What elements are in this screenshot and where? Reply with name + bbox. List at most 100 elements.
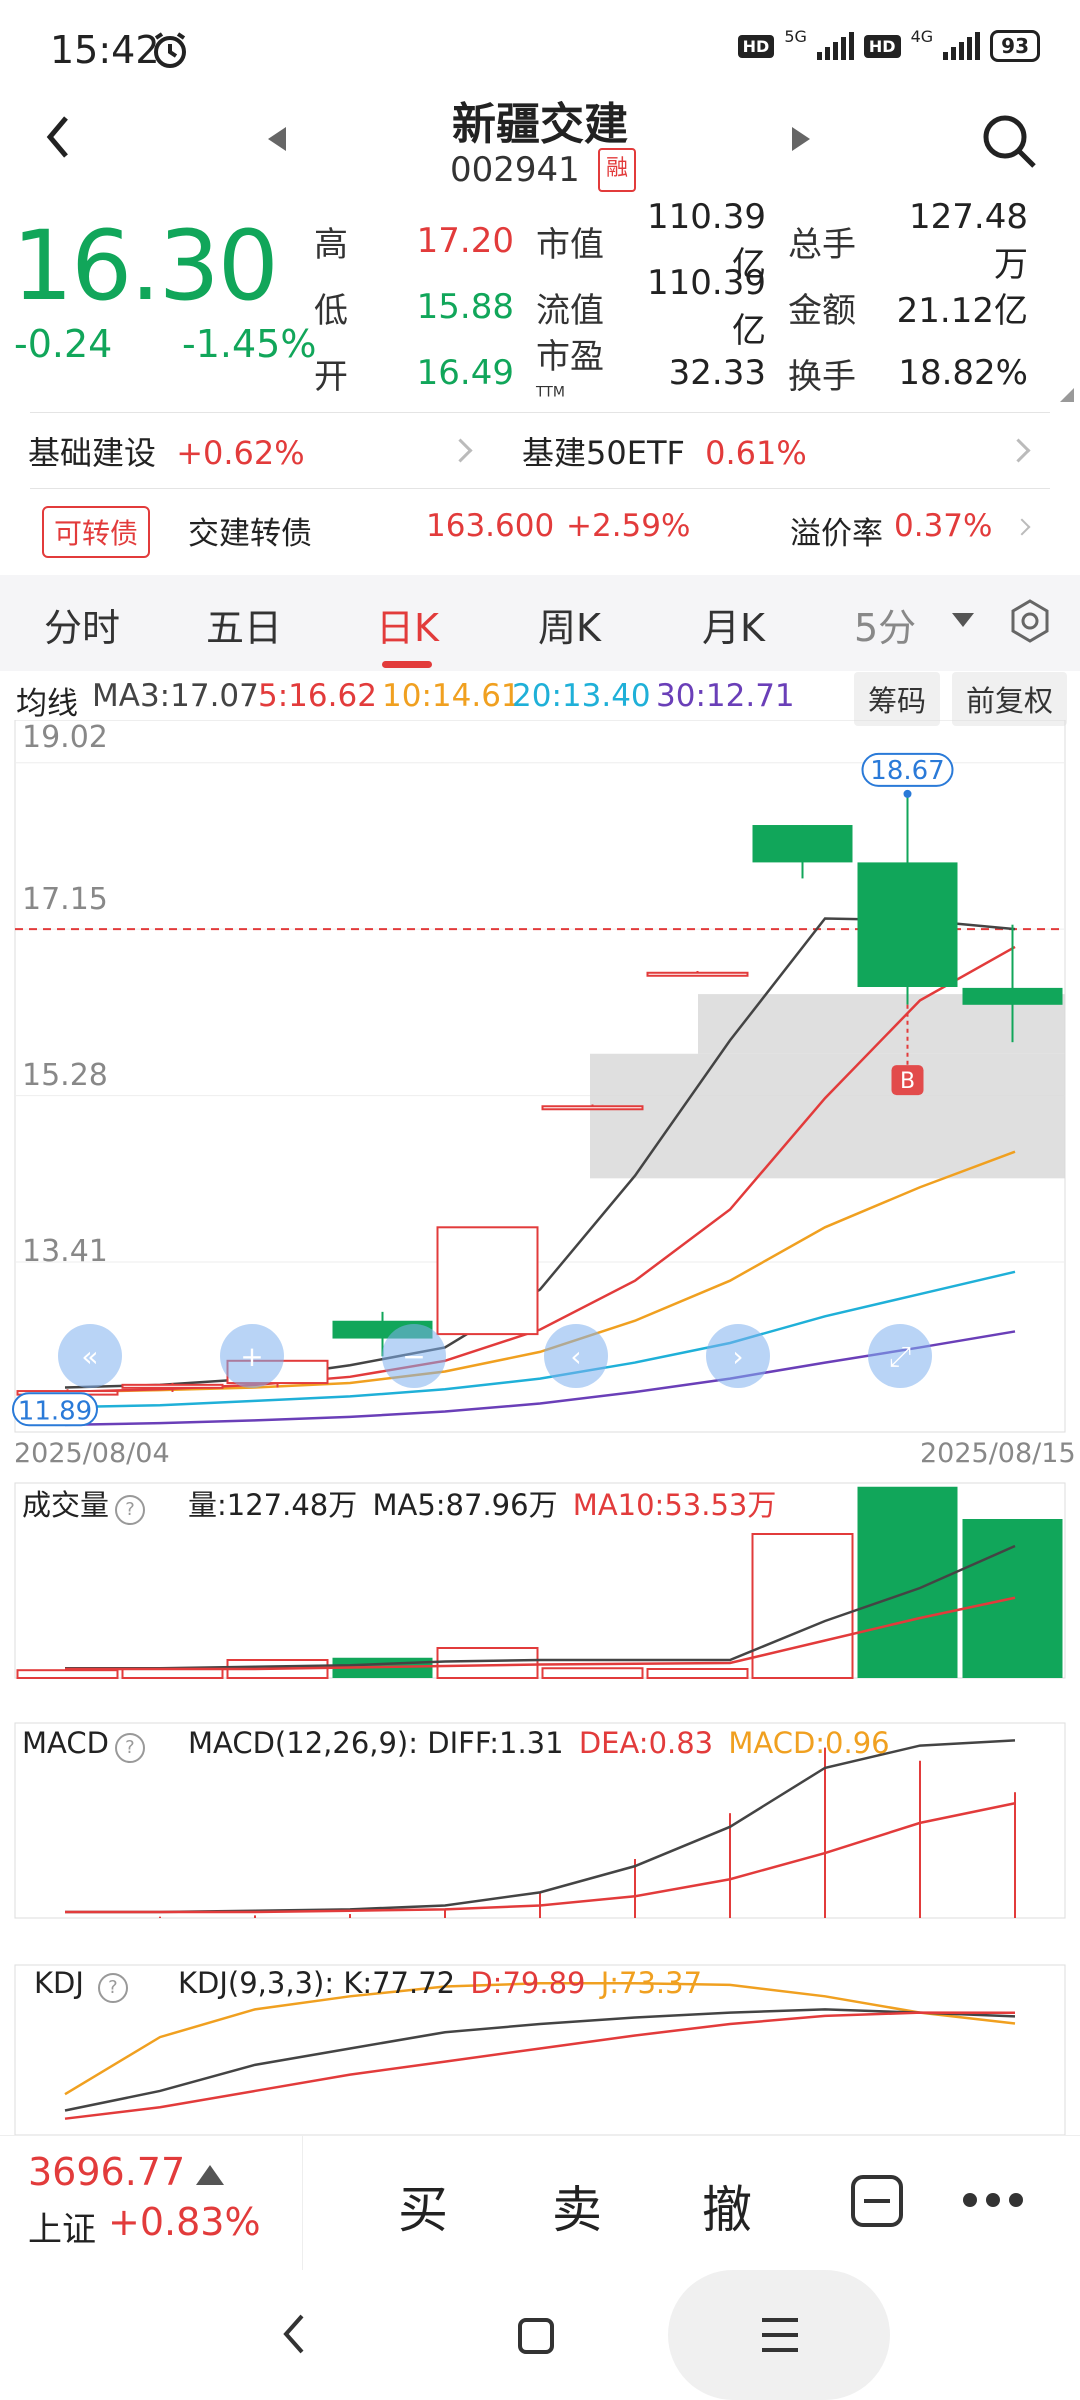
candle-body bbox=[857, 862, 958, 987]
stat-label: 市值 bbox=[536, 224, 604, 265]
y-tick: 19.02 bbox=[22, 720, 108, 755]
bond-price: 163.600 bbox=[426, 508, 555, 544]
macd-macd: MACD:0.96 bbox=[728, 1726, 890, 1760]
macd-params: MACD(12,26,9): bbox=[188, 1726, 419, 1760]
help-icon[interactable]: ? bbox=[115, 1495, 146, 1525]
vol-ma10: MA10:53.53万 bbox=[572, 1488, 777, 1522]
kdj-title: KDJ? bbox=[34, 1966, 128, 2003]
help-icon[interactable]: ? bbox=[114, 1733, 145, 1763]
low-label: 11.89 bbox=[18, 1396, 92, 1426]
convertible-bond-tag: 可转债 bbox=[42, 506, 151, 558]
adjust-button[interactable]: 前复权 bbox=[952, 672, 1068, 726]
chart-control-glyph: ‹ bbox=[570, 1340, 581, 1373]
vol-ma10-line bbox=[65, 1596, 1016, 1671]
kline-chart[interactable]: 18.67 11.89 B « + − ‹ › ⤢ bbox=[0, 720, 1080, 2135]
help-icon[interactable]: ? bbox=[97, 1973, 128, 2003]
back-icon[interactable] bbox=[38, 112, 78, 162]
settings-icon[interactable] bbox=[1008, 599, 1052, 643]
hd-badge: HD bbox=[737, 34, 775, 58]
chart-control-icon bbox=[706, 1324, 770, 1388]
tab-weekly-k[interactable]: 周K bbox=[538, 606, 601, 650]
b-marker-box bbox=[891, 1065, 924, 1096]
sector-item[interactable]: 基建50ETF 0.61% bbox=[522, 428, 807, 474]
chevron-right-icon bbox=[448, 438, 473, 463]
low-label-box bbox=[12, 1392, 98, 1427]
ma20-value: 20:13.40 bbox=[512, 678, 651, 714]
stat-low: 15.88 bbox=[416, 287, 514, 327]
hd-badge-2: HD bbox=[863, 34, 901, 58]
chart-control-icon bbox=[382, 1324, 446, 1388]
volume-title-text: 成交量 bbox=[22, 1488, 110, 1522]
stat-value: 127.48万 bbox=[909, 196, 1028, 285]
volume-bar bbox=[857, 1486, 958, 1678]
stat-label: 低 bbox=[314, 290, 348, 331]
chart-control-glyph: ⤢ bbox=[889, 1340, 911, 1373]
sector-change: +0.62% bbox=[176, 434, 305, 472]
stat-value: 110.39亿 bbox=[647, 262, 766, 351]
next-stock-icon[interactable] bbox=[792, 127, 810, 151]
divider bbox=[302, 2135, 303, 2270]
search-icon[interactable] bbox=[980, 112, 1040, 172]
nav-back-icon[interactable] bbox=[280, 2312, 310, 2356]
bond-name[interactable]: 交建转债 bbox=[188, 516, 312, 552]
y-tick: 13.41 bbox=[22, 1234, 108, 1269]
candle-body bbox=[121, 1383, 224, 1389]
candle-body bbox=[646, 971, 749, 977]
network-4g: 4G bbox=[910, 26, 934, 46]
chart-control-glyph: − bbox=[402, 1340, 425, 1373]
stat-label: 金额 bbox=[788, 290, 856, 331]
buy-button[interactable]: 买 bbox=[398, 2181, 448, 2239]
tab-5min[interactable]: 5分 bbox=[854, 606, 917, 650]
chart-control-glyph: + bbox=[240, 1340, 263, 1373]
nav-menu-icon[interactable] bbox=[760, 2316, 800, 2354]
ma30-line bbox=[64, 1330, 1016, 1427]
stat-value: 18.82% bbox=[898, 353, 1028, 393]
ma-legend: 均线 MA3:17.07 5:16.62 10:14.61 20:13.40 3… bbox=[0, 672, 1080, 726]
margin-badge: 融 bbox=[598, 148, 636, 192]
chart-control-icon bbox=[868, 1324, 932, 1388]
support-zone bbox=[590, 1053, 1065, 1179]
y-tick: 17.15 bbox=[22, 882, 108, 917]
nav-home-icon[interactable] bbox=[516, 2316, 556, 2356]
sector-item[interactable]: 基础建设 +0.62% bbox=[28, 428, 305, 474]
tab-daily-k[interactable]: 日K bbox=[376, 606, 439, 650]
kdj-k: K:77.72 bbox=[343, 1966, 456, 2000]
b-marker: B bbox=[900, 1069, 915, 1094]
status-time: 15:42 bbox=[50, 28, 160, 72]
index-value[interactable]: 3696.77 bbox=[28, 2150, 186, 2194]
stat-label: 开 bbox=[314, 356, 348, 397]
divider bbox=[30, 488, 1050, 489]
stat-label: 总手 bbox=[788, 224, 856, 265]
high-label: 18.67 bbox=[870, 756, 944, 786]
dropdown-icon[interactable] bbox=[952, 613, 974, 629]
minimize-icon[interactable] bbox=[850, 2174, 904, 2228]
period-tabs: 分时 五日 日K 周K 月K 5分 bbox=[0, 575, 1080, 671]
kdj-panel-frame bbox=[14, 1964, 1066, 2135]
chips-button[interactable]: 筹码 bbox=[854, 672, 941, 726]
bond-change: +2.59% bbox=[566, 508, 691, 544]
volume-bar bbox=[436, 1647, 539, 1679]
more-icon[interactable] bbox=[962, 2190, 1024, 2210]
stat-high: 17.20 bbox=[416, 221, 514, 261]
network-5g: 5G bbox=[784, 26, 807, 46]
sell-button[interactable]: 卖 bbox=[552, 2181, 602, 2239]
ma20-line bbox=[64, 1270, 1016, 1409]
volume-panel-frame bbox=[14, 1482, 1066, 1679]
premium-value: 0.37% bbox=[894, 508, 993, 544]
status-bar: 15:42 HD 5G HD 4G 93 bbox=[0, 0, 1080, 90]
quote-stats: 高 17.20 市值 110.39亿 总手 127.48万 低 15.88 流值… bbox=[314, 197, 1074, 406]
cancel-order-button[interactable]: 撤 bbox=[702, 2181, 752, 2239]
tab-intraday[interactable]: 分时 bbox=[44, 606, 121, 650]
tab-monthly-k[interactable]: 月K bbox=[702, 606, 765, 650]
alarm-icon bbox=[154, 32, 186, 68]
macd-diff: DIFF:1.31 bbox=[427, 1726, 564, 1760]
y-tick: 15.28 bbox=[22, 1058, 108, 1093]
x-start-date: 2025/08/04 bbox=[14, 1438, 170, 1469]
prev-stock-icon[interactable] bbox=[268, 127, 286, 151]
index-change: +0.83% bbox=[108, 2200, 261, 2244]
stock-name: 新疆交建 bbox=[452, 99, 628, 150]
candle-body bbox=[436, 1226, 539, 1336]
stat-label: 市盈 TTM bbox=[514, 329, 626, 418]
tab-5day[interactable]: 五日 bbox=[206, 606, 283, 650]
volume-title: 成交量? bbox=[22, 1482, 146, 1525]
